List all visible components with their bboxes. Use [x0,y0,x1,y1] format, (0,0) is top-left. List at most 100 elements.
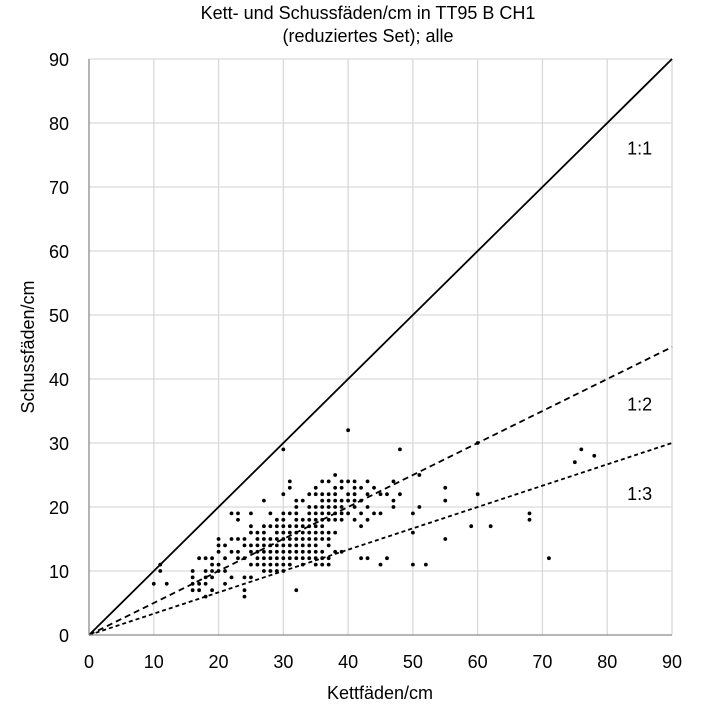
data-point [365,505,370,509]
data-point [255,543,260,548]
data-point [236,511,240,516]
data-point [223,569,227,573]
data-point [359,485,363,490]
data-point [216,549,221,554]
data-point [190,581,195,586]
x-tick-label: 10 [144,652,164,672]
data-point [294,530,299,535]
data-point [339,479,344,484]
data-point [385,492,389,497]
data-point [378,511,383,516]
reference-line-1-1 [88,58,673,636]
data-point [274,569,279,573]
data-point [378,562,383,567]
data-point [313,511,318,516]
ratio-labels: 1:1 1:2 1:3 [627,139,652,505]
data-point [365,479,370,484]
data-point [294,588,299,593]
data-point [410,562,415,567]
data-point [268,569,273,573]
data-point [242,556,247,561]
data-point [216,562,221,567]
ratio-label-1-3: 1:3 [627,484,652,504]
data-point [391,479,396,484]
data-point [313,562,318,567]
data-point [339,505,344,509]
y-tick-label: 20 [49,498,69,518]
data-point [300,530,305,535]
data-point [274,556,279,561]
data-point [307,524,312,529]
data-point [410,530,415,535]
data-point [333,530,338,535]
data-point [300,556,305,561]
data-point [359,498,363,503]
data-point [216,543,221,548]
data-point [274,530,279,535]
data-point [255,537,260,541]
data-point [326,530,331,535]
data-point [223,556,227,561]
data-point [287,556,292,561]
data-point [262,524,266,529]
data-point [287,562,292,567]
data-point [326,556,331,561]
data-point [249,549,253,554]
data-point [281,543,286,548]
data-point [262,498,266,503]
data-point [300,498,305,503]
data-point [249,562,253,567]
data-point [313,556,318,561]
data-point [300,517,305,522]
data-point [320,537,325,541]
data-point [307,492,312,497]
data-point [281,549,286,554]
data-point [274,549,279,554]
data-point [164,581,169,586]
reference-line-1-3 [88,442,673,636]
data-point [287,537,292,541]
data-point [242,575,247,580]
data-point [352,505,357,509]
x-tick-label: 40 [338,652,358,672]
data-point [320,498,325,503]
data-point [242,588,247,593]
data-point [333,549,338,554]
data-point [313,524,318,529]
data-point [307,505,312,509]
data-point [281,562,286,567]
data-point [320,562,325,567]
x-tick-label: 0 [84,652,94,672]
data-point [262,549,266,554]
data-point [475,441,480,445]
data-point [398,447,402,452]
data-point [203,556,208,561]
data-point [242,537,247,541]
data-point [346,428,351,433]
chart-title-line-1: Kett- und Schussfäden/cm in TT95 B CH1 [201,3,536,23]
data-point [190,575,195,580]
data-point [203,569,208,573]
data-point [210,562,214,567]
data-point [352,492,357,497]
data-point [333,473,338,477]
data-point [268,549,273,554]
data-point [326,511,331,516]
x-tick-label: 30 [273,652,293,672]
data-point [300,543,305,548]
data-point [281,524,286,529]
data-point [281,511,286,516]
x-tick-label: 60 [468,652,488,672]
data-point [326,505,331,509]
data-point [352,479,357,484]
data-point [443,537,448,541]
data-point [249,511,253,516]
y-tick-label: 70 [49,178,69,198]
data-point [313,505,318,509]
data-point [572,460,577,465]
data-point [333,505,338,509]
data-point [307,556,312,561]
data-point [229,549,234,554]
data-point [339,511,344,516]
